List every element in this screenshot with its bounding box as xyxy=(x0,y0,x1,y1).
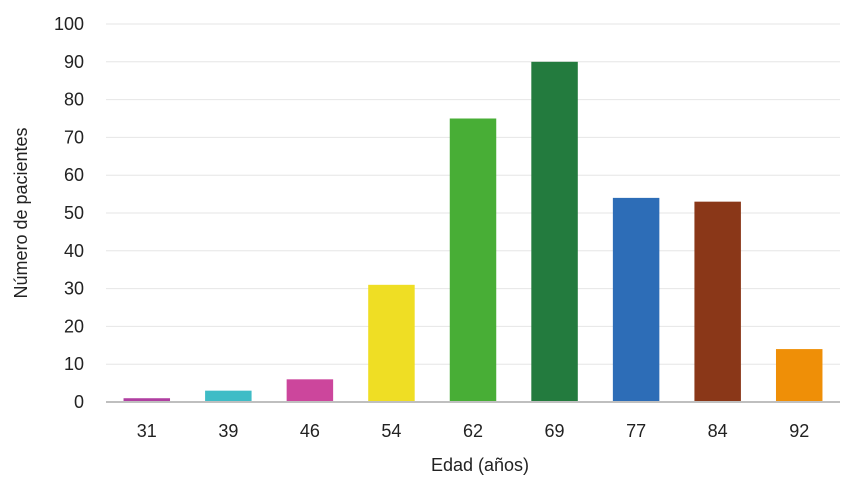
y-tick-label: 60 xyxy=(64,165,84,185)
bar-69 xyxy=(531,61,578,403)
x-tick-labels: 31 39 46 54 62 69 77 84 92 xyxy=(137,421,809,441)
x-tick-label: 46 xyxy=(300,421,320,441)
bars xyxy=(123,61,823,403)
y-tick-labels: 0 10 20 30 40 50 60 70 80 90 100 xyxy=(54,14,84,412)
y-axis-title: Número de pacientes xyxy=(11,127,31,298)
y-tick-label: 50 xyxy=(64,203,84,223)
y-tick-label: 0 xyxy=(74,392,84,412)
bar-92 xyxy=(775,349,823,402)
y-tick-label: 70 xyxy=(64,127,84,147)
y-tick-label: 40 xyxy=(64,241,84,261)
y-tick-label: 10 xyxy=(64,354,84,374)
bar-62 xyxy=(449,118,497,402)
x-tick-label: 77 xyxy=(626,421,646,441)
x-tick-label: 62 xyxy=(463,421,483,441)
x-tick-label: 69 xyxy=(545,421,565,441)
x-tick-label: 39 xyxy=(218,421,238,441)
bar-46 xyxy=(286,379,334,402)
bar-54 xyxy=(368,284,415,402)
y-tick-label: 90 xyxy=(64,52,84,72)
y-tick-label: 100 xyxy=(54,14,84,34)
y-tick-label: 80 xyxy=(64,90,84,110)
x-tick-label: 84 xyxy=(708,421,728,441)
y-tick-label: 30 xyxy=(64,279,84,299)
x-tick-label: 54 xyxy=(381,421,401,441)
bar-77 xyxy=(612,197,660,402)
bar-31 xyxy=(123,398,171,402)
bar-39 xyxy=(205,390,252,402)
x-tick-label: 92 xyxy=(789,421,809,441)
y-tick-label: 20 xyxy=(64,316,84,336)
x-axis-title: Edad (años) xyxy=(431,455,529,475)
x-tick-label: 31 xyxy=(137,421,157,441)
bar-84 xyxy=(694,201,741,402)
